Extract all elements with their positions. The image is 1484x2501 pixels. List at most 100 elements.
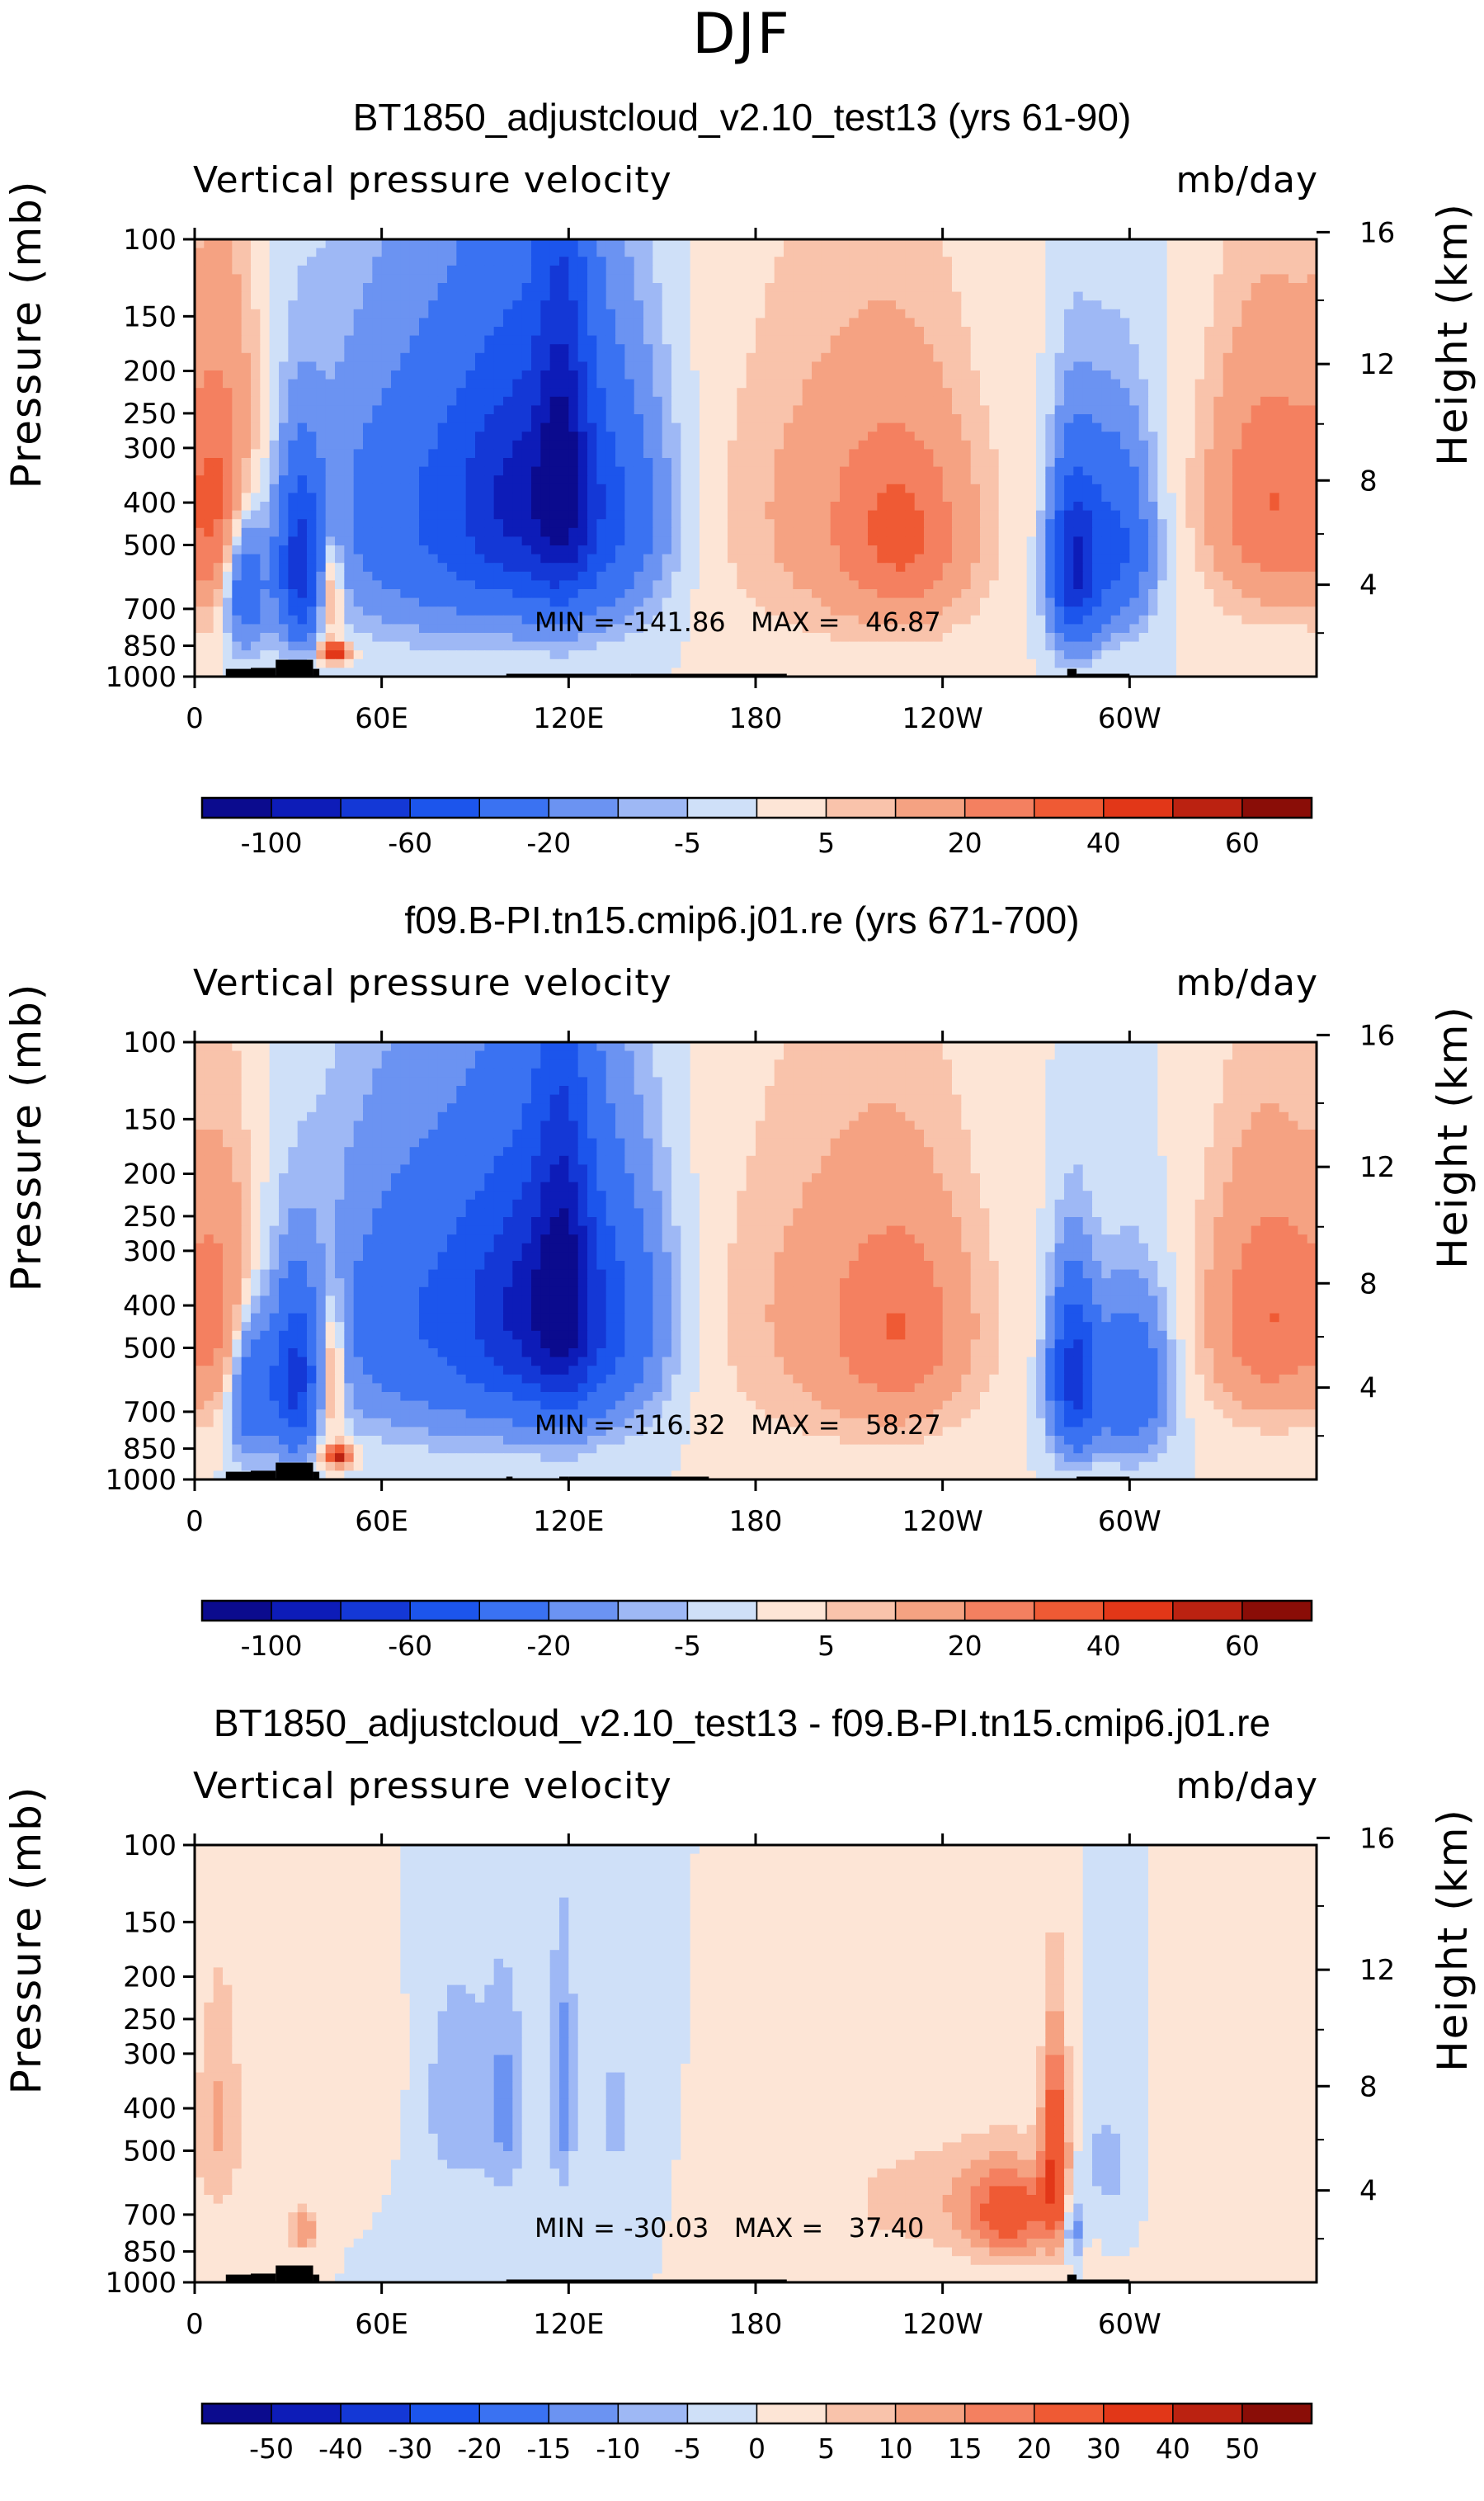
heatmap-cell (549, 352, 560, 362)
heatmap-cell (643, 388, 653, 398)
heatmap-cell (662, 405, 672, 415)
heatmap-cell (1064, 493, 1074, 503)
heatmap-cell (858, 327, 869, 337)
heatmap-cell (634, 440, 644, 450)
heatmap-cell (877, 449, 888, 459)
heatmap-cell (363, 396, 373, 406)
heatmap-cell (540, 239, 551, 249)
heatmap-cell (1129, 554, 1140, 564)
heatmap-cell (1270, 589, 1280, 599)
heatmap-cell (587, 283, 597, 293)
heatmap-cell (1251, 239, 1261, 249)
heatmap-cell (269, 370, 280, 380)
heatmap-cell (905, 422, 916, 432)
heatmap-cell (419, 414, 429, 424)
heatmap-cell (830, 318, 841, 328)
heatmap-cell (484, 248, 495, 257)
heatmap-cell (1185, 257, 1196, 267)
heatmap-cell (980, 527, 990, 537)
heatmap-cell (746, 527, 756, 537)
heatmap-cell (942, 405, 953, 415)
heatmap-cell (1017, 536, 1028, 546)
heatmap-cell (223, 388, 233, 398)
heatmap-cell (802, 580, 813, 590)
heatmap-cell (896, 422, 906, 432)
heatmap-cell (784, 554, 794, 564)
heatmap-cell (1288, 527, 1298, 537)
heatmap-cell (812, 536, 822, 546)
heatmap-cell (624, 370, 635, 380)
heatmap-cell (456, 361, 467, 371)
heatmap-cell (1148, 344, 1158, 354)
heatmap-cell (596, 580, 607, 590)
heatmap-cell (1045, 283, 1056, 293)
heatmap-cell (409, 248, 420, 257)
heatmap-cell (372, 405, 383, 415)
heatmap-cell (634, 493, 644, 503)
heatmap-cell (241, 274, 252, 284)
heatmap-cell (615, 527, 625, 537)
heatmap-cell (756, 466, 766, 476)
heatmap-cell (1008, 344, 1018, 354)
heatmap-cell (1241, 265, 1252, 275)
heatmap-cell (1017, 527, 1028, 537)
heatmap-cell (1204, 414, 1214, 424)
heatmap-cell (493, 519, 504, 529)
heatmap-cell (970, 318, 981, 328)
heatmap-cell (615, 370, 625, 380)
heatmap-cell (643, 597, 653, 607)
heatmap-cell (521, 300, 532, 310)
heatmap-cell (1148, 484, 1158, 493)
heatmap-cell (671, 335, 681, 345)
heatmap-cell (970, 327, 981, 337)
heatmap-cell (1213, 432, 1224, 441)
heatmap-cell (868, 432, 878, 441)
heatmap-cell (409, 510, 420, 520)
heatmap-cell (793, 379, 803, 389)
heatmap-cell (465, 466, 476, 476)
heatmap-cell (391, 597, 401, 607)
heatmap-cell (1054, 405, 1065, 415)
heatmap-cell (279, 580, 289, 590)
heatmap-cell (288, 335, 299, 345)
heatmap-cell (980, 475, 990, 485)
heatmap-cell (353, 589, 364, 599)
heatmap-cell (1204, 327, 1214, 337)
heatmap-cell (428, 265, 439, 275)
heatmap-cell (942, 493, 953, 503)
heatmap-cell (493, 484, 504, 493)
heatmap-cell (456, 493, 467, 503)
heatmap-cell (700, 265, 709, 275)
heatmap-cell (1288, 554, 1298, 564)
heatmap-cell (297, 309, 308, 319)
heatmap-cell (447, 554, 457, 564)
heatmap-cell (1307, 519, 1317, 529)
heatmap-cell (643, 466, 653, 476)
heatmap-cell (877, 484, 888, 493)
heatmap-cell (475, 571, 485, 581)
heatmap-cell (1026, 239, 1037, 249)
heatmap-cell (634, 327, 644, 337)
heatmap-cell (886, 493, 897, 503)
heatmap-cell (316, 370, 327, 380)
heatmap-cell (746, 405, 756, 415)
heatmap-cell (961, 379, 972, 389)
heatmap-cell (559, 536, 569, 546)
heatmap-cell (577, 536, 588, 546)
heatmap-cell (1213, 309, 1224, 319)
heatmap-cell (1298, 493, 1308, 503)
heatmap-cell (372, 449, 383, 459)
heatmap-cell (1138, 309, 1149, 319)
heatmap-cell (952, 519, 962, 529)
heatmap-cell (671, 502, 681, 512)
heatmap-cell (868, 563, 878, 573)
heatmap-cell (1194, 527, 1205, 537)
heatmap-cell (643, 352, 653, 362)
heatmap-cell (671, 527, 681, 537)
heatmap-cell (307, 379, 317, 389)
heatmap-cell (204, 475, 214, 485)
heatmap-cell (1157, 580, 1168, 590)
heatmap-cell (279, 344, 289, 354)
heatmap-cell (1213, 265, 1224, 275)
heatmap-cell (1270, 265, 1280, 275)
